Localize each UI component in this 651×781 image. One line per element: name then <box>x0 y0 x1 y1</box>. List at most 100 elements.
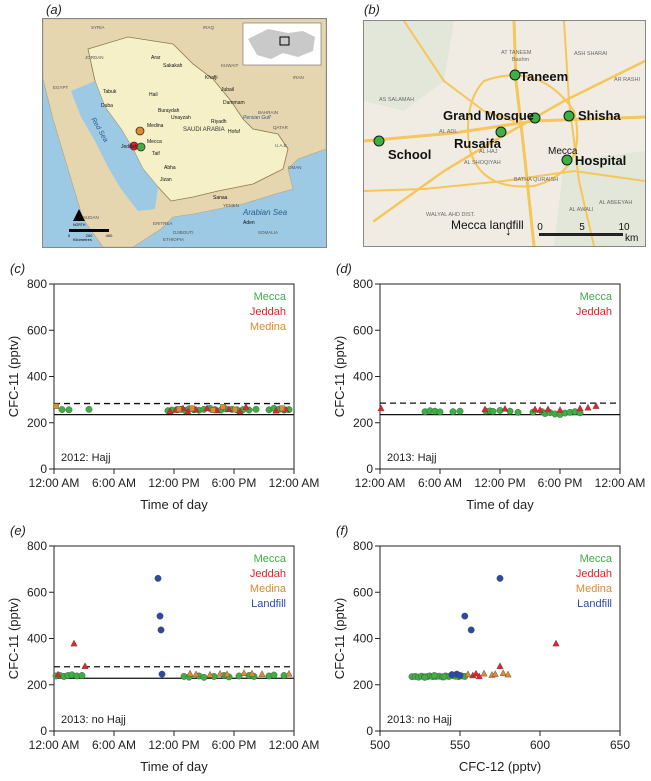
panel-annotation: 2013: no Hajj <box>387 714 452 726</box>
plot-frame <box>379 283 621 470</box>
place-label-taif: Taif <box>152 151 160 157</box>
gulf-label: Persian Gulf <box>243 115 271 121</box>
place-label-djibouti: DJIBOUTI <box>173 230 194 235</box>
y-tick-label: 600 <box>353 323 373 337</box>
data-point-medina <box>480 669 488 677</box>
data-point-jeddah <box>166 407 174 414</box>
landfill-arrow: ↓ <box>505 223 512 238</box>
plot-frame <box>53 283 295 470</box>
x-tick-label: 12:00 PM <box>148 738 199 752</box>
district-label-al-haj: AL HAJ <box>479 149 498 155</box>
site-label-taneem: Taneem <box>520 69 568 84</box>
data-point-mecca <box>200 673 208 681</box>
district-label-as-salamah: AS SALAMAH <box>379 97 414 103</box>
panel-a-label: (a) <box>46 2 62 17</box>
data-point-jeddah <box>552 639 560 647</box>
place-label-yemen: YEMEN <box>223 203 239 208</box>
x-tick-label: 6:00 PM <box>212 476 257 490</box>
place-label-eritrea: ERITREA <box>153 221 173 226</box>
legend-entry-mecca: Mecca <box>254 291 287 303</box>
x-axis-label: Time of day <box>140 497 208 512</box>
data-point-mecca <box>85 405 93 413</box>
scale-tick-label: 10 <box>618 222 630 233</box>
road <box>372 59 645 223</box>
place-label-medina: Medina <box>147 123 164 129</box>
place-label-kuwait: KUWAIT <box>221 63 239 68</box>
place-label-jeddah: Jeddah <box>121 144 138 150</box>
site-markers: Taneem Grand Mosque Shisha School Rusaifa Mec… <box>373 69 626 168</box>
data-point-mecca <box>235 672 243 680</box>
region-map-svg: SAUDI ARABIA Red Sea Persian Gulf Arabia… <box>43 19 326 247</box>
y-axis-label: CFC-11 (pptv) <box>332 336 347 417</box>
place-label-hail: Hail <box>149 92 158 98</box>
data-point-landfill <box>467 626 475 634</box>
data-point-medina <box>189 405 195 412</box>
place-label-iraq: IRAQ <box>203 25 215 30</box>
site-label-mecca: Mecca <box>548 146 578 157</box>
y-tick-label: 400 <box>353 632 373 646</box>
x-tick-label: 12:00 AM <box>269 738 320 752</box>
place-label-qatar: QATAR <box>273 125 289 130</box>
place-label-aden: Aden <box>243 220 255 226</box>
data-point-medina <box>240 669 248 676</box>
terrain-patch-2 <box>554 151 645 246</box>
data-point-mecca <box>78 672 86 679</box>
data-point-medina <box>192 670 200 678</box>
x-axis-label: Time of day <box>140 759 208 774</box>
legend-entry-mecca: Mecca <box>254 553 287 565</box>
legend-entry-mecca: Mecca <box>580 553 613 565</box>
place-label-buraydah: Buraydah <box>158 108 180 114</box>
y-axis-label: CFC-11 (pptv) <box>6 336 21 417</box>
data-point-landfill <box>448 671 456 678</box>
medina-marker <box>135 126 145 136</box>
legend-entry-jeddah: Jeddah <box>576 306 612 318</box>
place-label-egypt: EGYPT <box>53 85 69 90</box>
site-marker-shisha <box>563 110 575 122</box>
site-marker-hospital <box>561 154 573 166</box>
data-point-landfill <box>157 626 165 634</box>
legend-entry-jeddah: Jeddah <box>250 568 286 580</box>
y-tick-label: 200 <box>27 416 47 430</box>
data-point-jeddah <box>81 662 89 669</box>
panel-label: (e) <box>10 523 26 538</box>
data-point-medina <box>206 670 214 678</box>
district-label-bashm: Bashm <box>512 57 530 63</box>
region-map: SAUDI ARABIA Red Sea Persian Gulf Arabia… <box>42 18 327 248</box>
y-tick-label: 0 <box>366 462 373 476</box>
y-tick-label: 400 <box>27 370 47 384</box>
data-point-landfill <box>156 612 164 620</box>
place-label-jizan: Jizan <box>160 177 172 183</box>
road <box>364 169 645 192</box>
y-tick-label: 200 <box>353 416 373 430</box>
district-label-al-shoqiyah: AL SHOQIYAH <box>464 160 501 166</box>
data-point-jeddah <box>377 404 385 412</box>
y-tick-label: 800 <box>353 539 373 553</box>
road <box>403 21 515 122</box>
chart-f: (f) 0 200 400 600 800 500 550 600 650 CFC-12 (pptv… <box>332 523 630 774</box>
legend-entry-landfill: Landfill <box>251 598 286 610</box>
site-marker-grand-mosque <box>529 112 541 124</box>
panel-label: (c) <box>10 261 25 276</box>
site-label-rusaifa: Rusaifa <box>454 136 502 151</box>
data-point-jeddah <box>584 403 592 411</box>
road-network <box>364 21 645 246</box>
site-label-hospital: Hospital <box>575 153 626 168</box>
site-label-shisha: Shisha <box>578 108 621 123</box>
x-tick-label: 500 <box>370 738 390 752</box>
data-point-jeddah <box>472 669 480 677</box>
scale-unit-label: Kilometres <box>73 237 92 242</box>
data-point-landfill <box>154 574 162 582</box>
place-label-jordan: JORDAN <box>85 55 104 60</box>
data-point-medina <box>210 407 216 413</box>
panel-a: (a) SAUDI ARABIA Red Sea Persian Gulf Ar… <box>0 0 330 250</box>
panel-b: (b) AT TANEEM Bashm ASH SHARAI AR RASHI AS S… <box>330 0 651 250</box>
y-tick-label: 800 <box>353 277 373 291</box>
place-label-khafji: Khafji <box>205 75 218 81</box>
data-point-medina <box>491 670 499 677</box>
data-point-medina <box>248 669 256 677</box>
data-point-landfill <box>461 612 469 620</box>
y-axis-label: CFC-11 (pptv) <box>332 598 347 679</box>
y-tick-label: 200 <box>27 678 47 692</box>
data-point-mecca <box>489 408 497 415</box>
panel-label: (d) <box>336 261 352 276</box>
